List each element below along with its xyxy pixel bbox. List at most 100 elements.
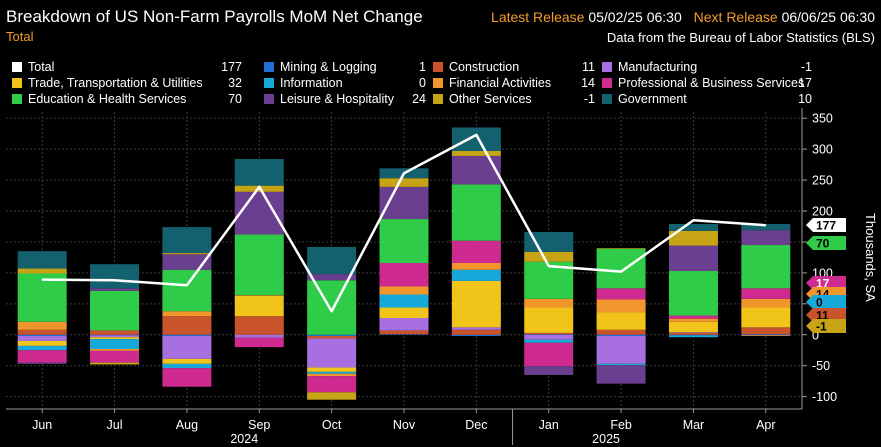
bar-other-services-mar bbox=[668, 230, 718, 246]
bar-leisure-and-hospitality-dec bbox=[451, 155, 501, 185]
end-label-2-flag bbox=[806, 276, 846, 290]
legend-swatch bbox=[264, 78, 274, 88]
bar-other-services-aug bbox=[162, 253, 212, 255]
legend-swatch bbox=[602, 78, 612, 88]
legend-swatch bbox=[264, 94, 274, 104]
bar-professional-and-business-services-feb bbox=[596, 288, 646, 300]
x-tick-label-jun: Jun bbox=[32, 418, 52, 432]
bar-information-aug bbox=[162, 363, 212, 369]
x-tick-label-sep: Sep bbox=[248, 418, 270, 432]
legend-label: Total bbox=[28, 60, 55, 74]
bar-information-oct bbox=[307, 371, 357, 374]
bar-professional-and-business-services-jun bbox=[17, 350, 67, 363]
legend-item-leisure-and-hospitality: Leisure & Hospitality 24 bbox=[264, 92, 426, 107]
x-tick-label-mar: Mar bbox=[683, 418, 705, 432]
y-tick-label: -100 bbox=[812, 390, 837, 404]
legend-swatch bbox=[12, 78, 22, 88]
bar-education-and-health-services-feb bbox=[596, 248, 646, 289]
end-label-1-flag bbox=[806, 236, 846, 250]
bar-information-mar bbox=[668, 335, 718, 338]
release-info: Latest Release 05/02/25 06:30 Next Relea… bbox=[491, 9, 875, 25]
bar-trade-transportation-and-utilities-sep bbox=[234, 295, 284, 317]
year-label-2024: 2024 bbox=[230, 432, 258, 446]
x-tick-label-oct: Oct bbox=[322, 418, 342, 432]
bar-construction-feb bbox=[596, 329, 646, 335]
bar-leisure-and-hospitality-jul bbox=[90, 288, 140, 291]
bar-information-jul bbox=[90, 339, 140, 349]
legend-label: Financial Activities bbox=[449, 76, 552, 90]
bar-mining-and-logging-dec bbox=[451, 334, 501, 336]
bar-manufacturing-jan bbox=[524, 334, 574, 340]
legend-value: 177 bbox=[221, 60, 242, 74]
bar-other-services-oct bbox=[307, 392, 357, 400]
bar-government-sep bbox=[234, 159, 284, 186]
bar-construction-apr bbox=[741, 327, 791, 335]
bar-government-aug bbox=[162, 227, 212, 254]
x-tick-label-apr: Apr bbox=[756, 418, 775, 432]
bar-trade-transportation-and-utilities-jan bbox=[524, 307, 574, 333]
legend-item-education-and-health-services: Education & Health Services 70 bbox=[12, 92, 242, 107]
bar-trade-transportation-and-utilities-apr bbox=[741, 307, 791, 328]
legend-label: Leisure & Hospitality bbox=[280, 92, 394, 106]
bar-construction-oct bbox=[307, 335, 357, 339]
legend-swatch bbox=[264, 62, 274, 72]
bar-education-and-health-services-jul bbox=[90, 290, 140, 331]
legend-value: 24 bbox=[412, 92, 426, 106]
bar-information-nov bbox=[379, 294, 429, 308]
legend-label: Manufacturing bbox=[618, 60, 698, 74]
legend-item-manufacturing: Manufacturing -1 bbox=[602, 60, 812, 75]
legend-item-professional-and-business-services: Professional & Business Services 17 bbox=[602, 76, 812, 91]
legend-item-total: Total 177 bbox=[12, 60, 242, 75]
legend-label: Construction bbox=[449, 60, 520, 74]
bar-manufacturing-feb bbox=[596, 335, 646, 364]
bar-mining-and-logging-jan bbox=[524, 334, 574, 335]
bar-manufacturing-oct bbox=[307, 338, 357, 368]
bar-professional-and-business-services-oct bbox=[307, 376, 357, 393]
bar-manufacturing-sep bbox=[234, 334, 284, 338]
bar-mining-and-logging-nov bbox=[379, 334, 429, 335]
bar-mining-and-logging-oct bbox=[307, 334, 357, 336]
legend-label: Education & Health Services bbox=[28, 92, 187, 106]
bar-financial-activities-nov bbox=[379, 286, 429, 295]
bar-financial-activities-sep bbox=[234, 295, 284, 296]
bar-trade-transportation-and-utilities-aug bbox=[162, 358, 212, 364]
bar-construction-jul bbox=[90, 330, 140, 335]
bar-professional-and-business-services-jul bbox=[90, 350, 140, 363]
bar-mining-and-logging-feb bbox=[596, 334, 646, 336]
bar-education-and-health-services-apr bbox=[741, 245, 791, 289]
bar-financial-activities-jun bbox=[17, 321, 67, 330]
legend-label: Other Services bbox=[449, 92, 532, 106]
bar-financial-activities-oct bbox=[307, 373, 357, 377]
bar-mining-and-logging-aug bbox=[162, 334, 212, 336]
x-tick-label-dec: Dec bbox=[465, 418, 487, 432]
bar-construction-dec bbox=[451, 329, 501, 335]
bar-education-and-health-services-dec bbox=[451, 184, 501, 241]
legend-value: -1 bbox=[583, 92, 595, 106]
legend-label: Information bbox=[280, 76, 343, 90]
bar-education-and-health-services-aug bbox=[162, 269, 212, 312]
bar-government-jul bbox=[90, 264, 140, 289]
bar-other-services-nov bbox=[379, 178, 429, 187]
bar-information-jan bbox=[524, 339, 574, 343]
latest-release-value: 05/02/25 06:30 bbox=[588, 9, 682, 25]
bar-professional-and-business-services-apr bbox=[741, 288, 791, 299]
bar-education-and-health-services-oct bbox=[307, 280, 357, 335]
total-point-jan bbox=[548, 265, 550, 267]
total-point-nov bbox=[403, 172, 405, 174]
bar-leisure-and-hospitality-jan bbox=[524, 366, 574, 375]
legend-item-construction: Construction 11 bbox=[433, 60, 595, 75]
y-axis-title: Thousands, SA bbox=[863, 213, 878, 302]
y-tick-label: 200 bbox=[812, 205, 833, 219]
bar-mining-and-logging-jul bbox=[90, 334, 140, 336]
bar-construction-nov bbox=[379, 330, 429, 335]
y-tick-label: 350 bbox=[812, 112, 833, 126]
legend-item-financial-activities: Financial Activities 14 bbox=[433, 76, 595, 91]
bar-education-and-health-services-nov bbox=[379, 219, 429, 263]
y-tick-label: 0 bbox=[812, 328, 819, 342]
legend-value: 32 bbox=[228, 76, 242, 90]
legend-value: 17 bbox=[798, 76, 812, 90]
total-point-sep bbox=[258, 186, 260, 188]
bar-construction-jun bbox=[17, 329, 67, 335]
